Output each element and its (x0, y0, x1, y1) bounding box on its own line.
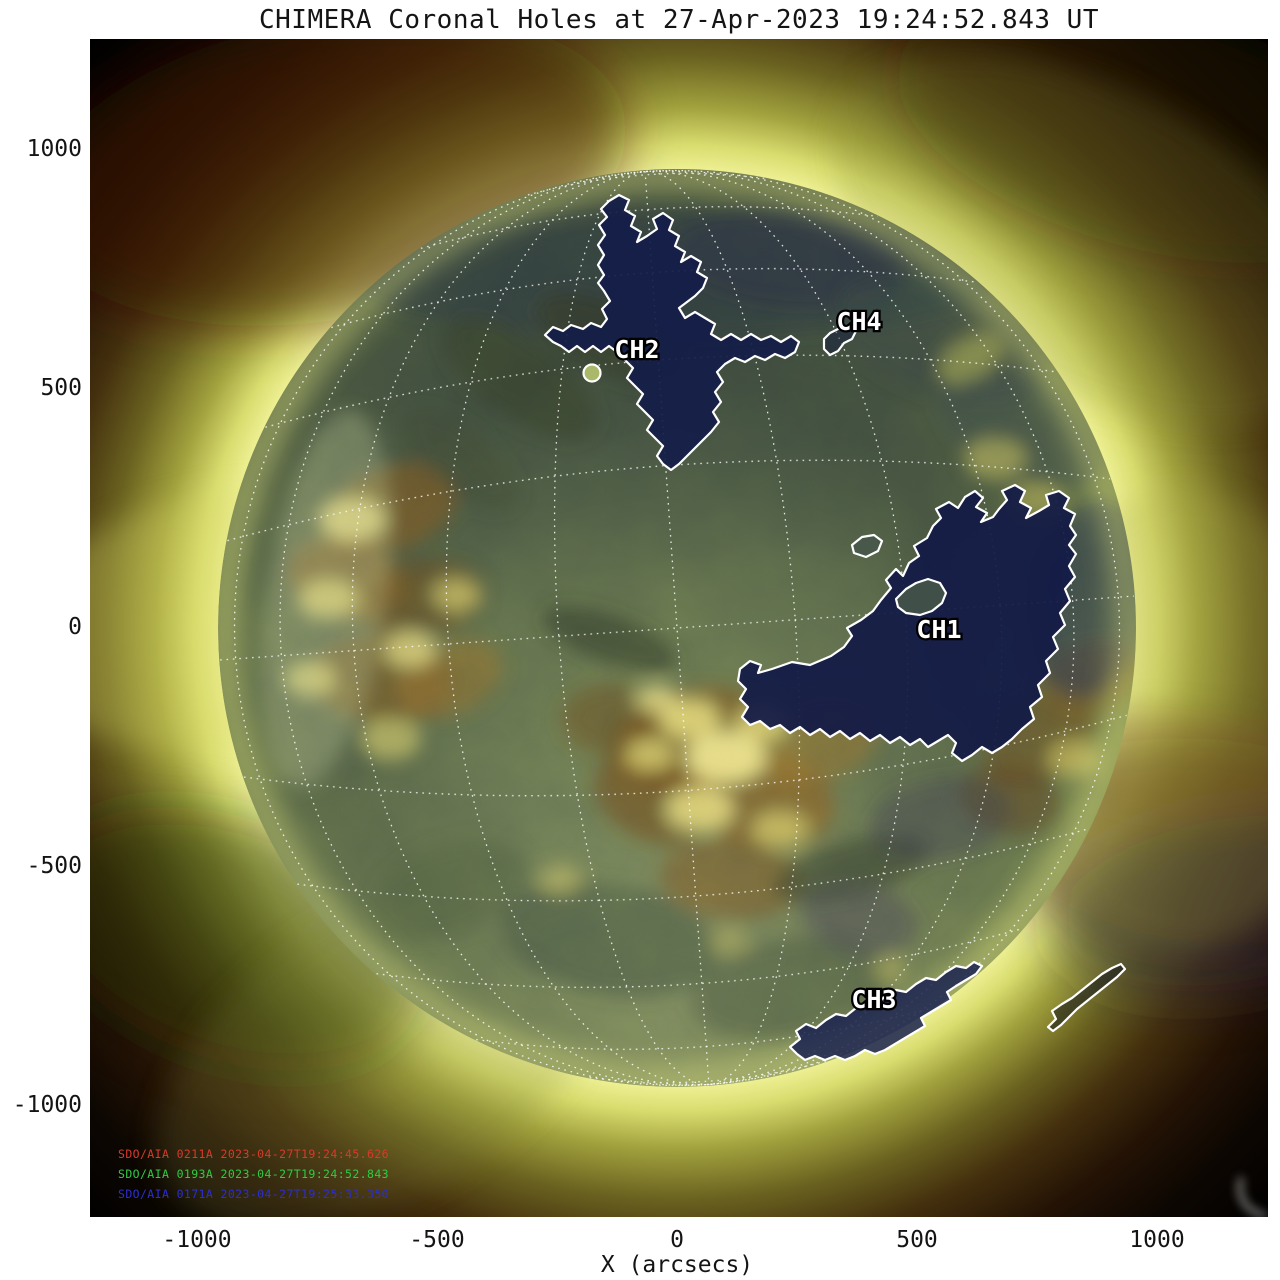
y-tick-500: 500 (40, 375, 82, 401)
plot-area: CH1 CH2 CH3 CH4 SDO/AIA 0211A 2023-04-27… (11, 0, 1280, 1231)
ch4-label: CH4 (836, 307, 881, 336)
y-tick-m1000: -1000 (12, 1092, 82, 1118)
x-axis-label: X (arcsecs) (600, 1252, 754, 1278)
crescent-artifact (1238, 1177, 1267, 1218)
x-tick-1000: 1000 (1129, 1227, 1185, 1253)
y-tick-m500: -500 (26, 853, 82, 879)
ch3-label: CH3 (851, 985, 896, 1014)
limb-brightening (218, 169, 1136, 1087)
solar-image: CH1 CH2 CH3 CH4 SDO/AIA 0211A 2023-04-27… (11, 0, 1280, 1231)
x-tick-0: 0 (670, 1227, 684, 1253)
ch2-label: CH2 (614, 335, 659, 364)
ch3-contour (788, 960, 984, 1062)
y-tick-0: 0 (68, 614, 82, 640)
x-tick-500: 500 (896, 1227, 938, 1253)
y-tick-1000: 1000 (26, 136, 82, 162)
credit-aia-193: SDO/AIA 0193A 2023-04-27T19:24:52.843 (118, 1167, 389, 1181)
credit-aia-211: SDO/AIA 0211A 2023-04-27T19:24:45.626 (118, 1147, 389, 1161)
coronal-hole-contours (543, 193, 1127, 1062)
coronal-hole-labels: CH1 CH2 CH3 CH4 (612, 305, 964, 1017)
ch1-island-contour-a (894, 577, 948, 617)
credit-aia-171: SDO/AIA 0171A 2023-04-27T19:25:33.350 (118, 1187, 389, 1201)
ch1-contour (736, 483, 1078, 763)
x-tick-m500: -500 (409, 1227, 465, 1253)
se-limb-contour (1046, 962, 1127, 1033)
x-tick-m1000: -1000 (162, 1227, 232, 1253)
ch4-contour (822, 325, 858, 357)
ch1-island-contour-b (850, 533, 884, 559)
ch1-label: CH1 (916, 615, 961, 644)
ch2-contour (543, 193, 801, 472)
credit-lines: SDO/AIA 0211A 2023-04-27T19:24:45.626 SD… (118, 1147, 389, 1201)
ch2-inner-island-contour (582, 363, 602, 383)
plot-title: CHIMERA Coronal Holes at 27-Apr-2023 19:… (259, 5, 1099, 35)
